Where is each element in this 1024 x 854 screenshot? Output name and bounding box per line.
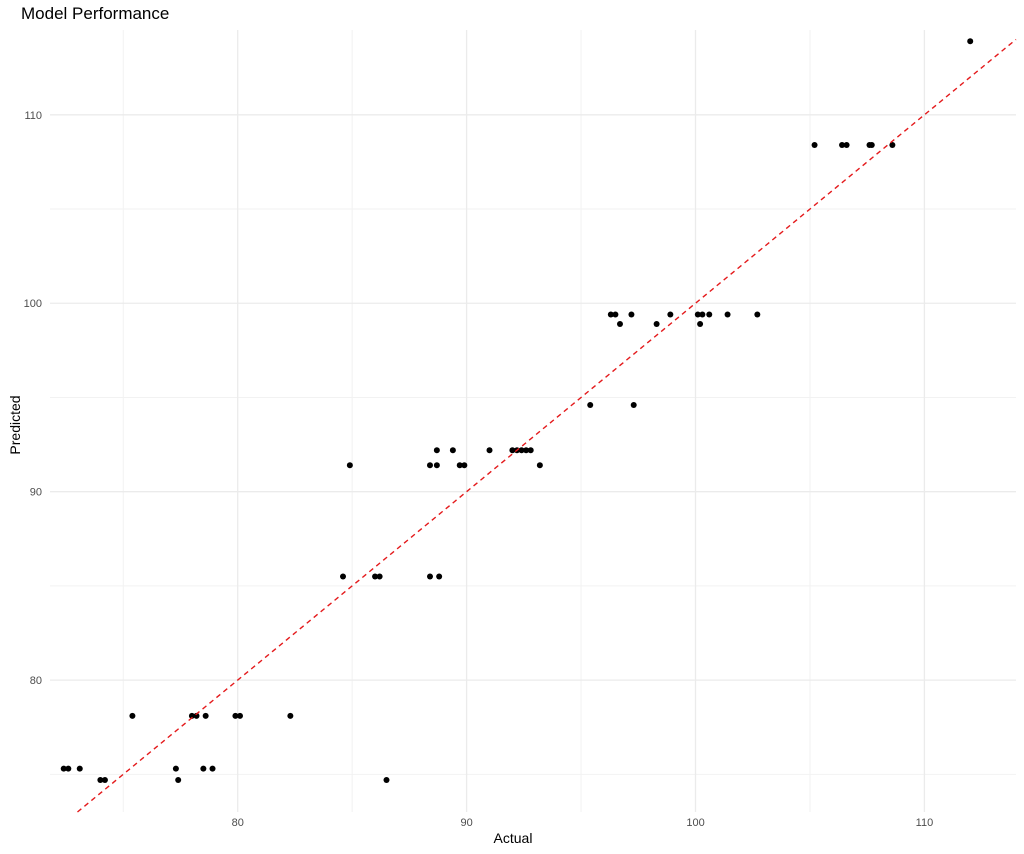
y-tick-label: 80 (30, 675, 42, 687)
data-point (653, 320, 660, 327)
data-point (967, 38, 974, 45)
data-point (101, 776, 108, 783)
data-point (172, 765, 179, 772)
data-point (518, 447, 525, 454)
data-point (202, 712, 209, 719)
data-point (536, 462, 543, 469)
x-tick-label: 110 (916, 817, 934, 829)
identity-reference-line (77, 38, 1017, 813)
chart-title: Model Performance (21, 4, 170, 23)
data-point (376, 573, 383, 580)
y-tick-label: 90 (30, 487, 42, 499)
data-point (616, 320, 623, 327)
data-point (628, 311, 635, 318)
data-point (527, 447, 534, 454)
data-point (889, 141, 896, 148)
data-point (612, 311, 619, 318)
data-point (346, 462, 353, 469)
data-point (436, 573, 443, 580)
data-point (523, 447, 530, 454)
data-point (287, 712, 294, 719)
data-point (433, 462, 440, 469)
data-point (383, 776, 390, 783)
data-point (65, 765, 72, 772)
data-point (175, 776, 182, 783)
x-tick-label: 100 (686, 817, 704, 829)
data-point (706, 311, 713, 318)
data-point (129, 712, 136, 719)
x-tick-label: 90 (460, 817, 472, 829)
data-point (426, 573, 433, 580)
data-point (433, 447, 440, 454)
data-point (449, 447, 456, 454)
data-point (372, 573, 379, 580)
data-point (839, 141, 846, 148)
data-point (699, 311, 706, 318)
data-point (811, 141, 818, 148)
data-point (60, 765, 67, 772)
data-point (843, 141, 850, 148)
data-point (236, 712, 243, 719)
data-point (587, 401, 594, 408)
data-point (426, 462, 433, 469)
data-point (76, 765, 83, 772)
data-point (697, 320, 704, 327)
data-point (630, 401, 637, 408)
y-tick-label: 100 (24, 298, 42, 310)
data-point (509, 447, 516, 454)
data-point (188, 712, 195, 719)
data-point (193, 712, 200, 719)
data-point (607, 311, 614, 318)
data-point (694, 311, 701, 318)
data-point (486, 447, 493, 454)
data-point (456, 462, 463, 469)
data-point (232, 712, 239, 719)
y-axis-label: Predicted (7, 395, 23, 455)
data-point (97, 776, 104, 783)
x-axis-label: Actual (493, 830, 533, 846)
data-point (340, 573, 347, 580)
data-point (209, 765, 216, 772)
data-point (868, 141, 875, 148)
data-point (200, 765, 207, 772)
x-tick-label: 80 (232, 817, 244, 829)
y-tick-label: 110 (24, 110, 42, 122)
data-point (724, 311, 731, 318)
data-point (754, 311, 761, 318)
data-point (667, 311, 674, 318)
data-point (461, 462, 468, 469)
